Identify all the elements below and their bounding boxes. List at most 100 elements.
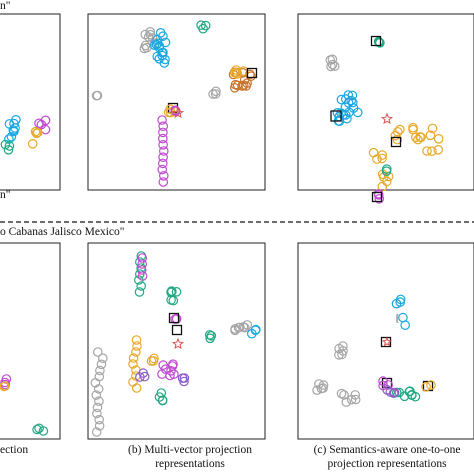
scatter-point [408,124,418,135]
scatter-point [336,388,347,399]
scatter-point [368,147,379,158]
scatter-point [137,259,147,269]
panel-top-b-frame [87,13,266,191]
scatter-point [158,152,168,162]
panel-top-c-frame [297,13,474,191]
scatter-point [413,134,423,145]
scatter-point [94,420,105,431]
scatter-point [427,146,437,156]
scatter-point [136,265,147,275]
scatter-point [179,373,190,383]
scatter-point [425,130,436,141]
panel-bottom-c-frame [297,242,474,440]
scatter-point [204,330,215,340]
scatter-point [137,253,147,263]
query-star [380,112,394,125]
scatter-point [140,29,150,40]
scatter-point [157,115,167,125]
scatter-point [94,396,104,406]
scatter-point [210,89,221,99]
scatter-point [378,172,389,182]
anchor-box [371,191,383,203]
caption-b-line2: representations [155,458,225,470]
scatter-point [373,190,384,200]
caption-a: ection [0,444,29,456]
scatter-point [427,123,438,134]
query-star [171,337,185,350]
scatter-point [166,365,176,376]
scatter-point [157,164,167,175]
anchor-box [380,336,392,348]
scatter-point [410,391,421,402]
scatter-point [158,133,168,144]
scatter-point [433,145,443,155]
scatter-point [415,132,425,142]
top-query-fragment: n" [0,0,11,12]
scatter-point [36,119,47,130]
anchor-box [171,324,183,336]
scatter-point [149,353,159,364]
scatter-point [134,287,145,297]
scatter-point [232,80,243,91]
scatter-point [421,381,431,392]
scatter-point [158,121,168,131]
scatter-point [378,376,388,386]
scatter-point [91,90,102,101]
scatter-point [346,95,356,106]
scatter-point [151,39,162,50]
scatter-point [38,426,49,436]
scatter-point [158,177,169,187]
scatter-point [196,20,206,30]
scatter-point [145,26,155,37]
scatter-point [168,359,178,369]
scatter-point [389,387,400,398]
scatter-point [338,346,348,356]
scatter-point [31,128,42,139]
scatter-point [146,356,157,366]
scatter-point [327,59,338,70]
scatter-point [163,107,174,118]
scatter-point [159,146,169,156]
anchor-box [390,136,402,148]
scatter-point [32,424,42,435]
scatter-point [168,295,179,306]
scatter-point [93,347,103,357]
scatter-point [316,383,327,394]
scatter-point [352,107,363,118]
scatter-point [98,353,108,363]
scatter-point [426,380,436,390]
caption-c-line1: (c) Semantics-aware one-to-one [313,444,461,456]
scatter-point [136,281,146,291]
scatter-point [179,376,189,387]
scatter-point [27,139,38,149]
bottom-query: o Cabanas Jalisco Mexico" [0,226,125,238]
scatter-point [314,379,324,389]
scatter-point [91,390,102,400]
scatter-point [329,61,340,71]
panel-bottom-b-frame [87,242,266,440]
scatter-point [341,397,352,407]
scatter-point [205,333,215,344]
scatter-point [3,145,14,155]
caption-c-line2: projection representations [327,458,447,470]
scatter-point [0,381,9,392]
scatter-point [200,20,211,31]
scatter-point [392,127,403,137]
scatter-point [92,408,102,419]
scatter-point [155,27,166,38]
query-star [382,336,392,347]
query-star [171,106,185,119]
scatter-point [381,164,392,174]
scatter-point [377,150,387,160]
scatter-point [240,322,250,333]
scatter-point [94,371,105,382]
scatter-point [91,427,102,437]
anchor-box [330,110,342,122]
bracket-mark: [ [396,313,399,323]
scatter-point [422,146,432,156]
scatter-point [171,286,182,297]
top-query-tail: n" [0,189,11,201]
scatter-point [92,402,103,413]
scatter-point [96,359,107,370]
caption-b-line1: (b) Multi-vector projection [128,444,252,456]
